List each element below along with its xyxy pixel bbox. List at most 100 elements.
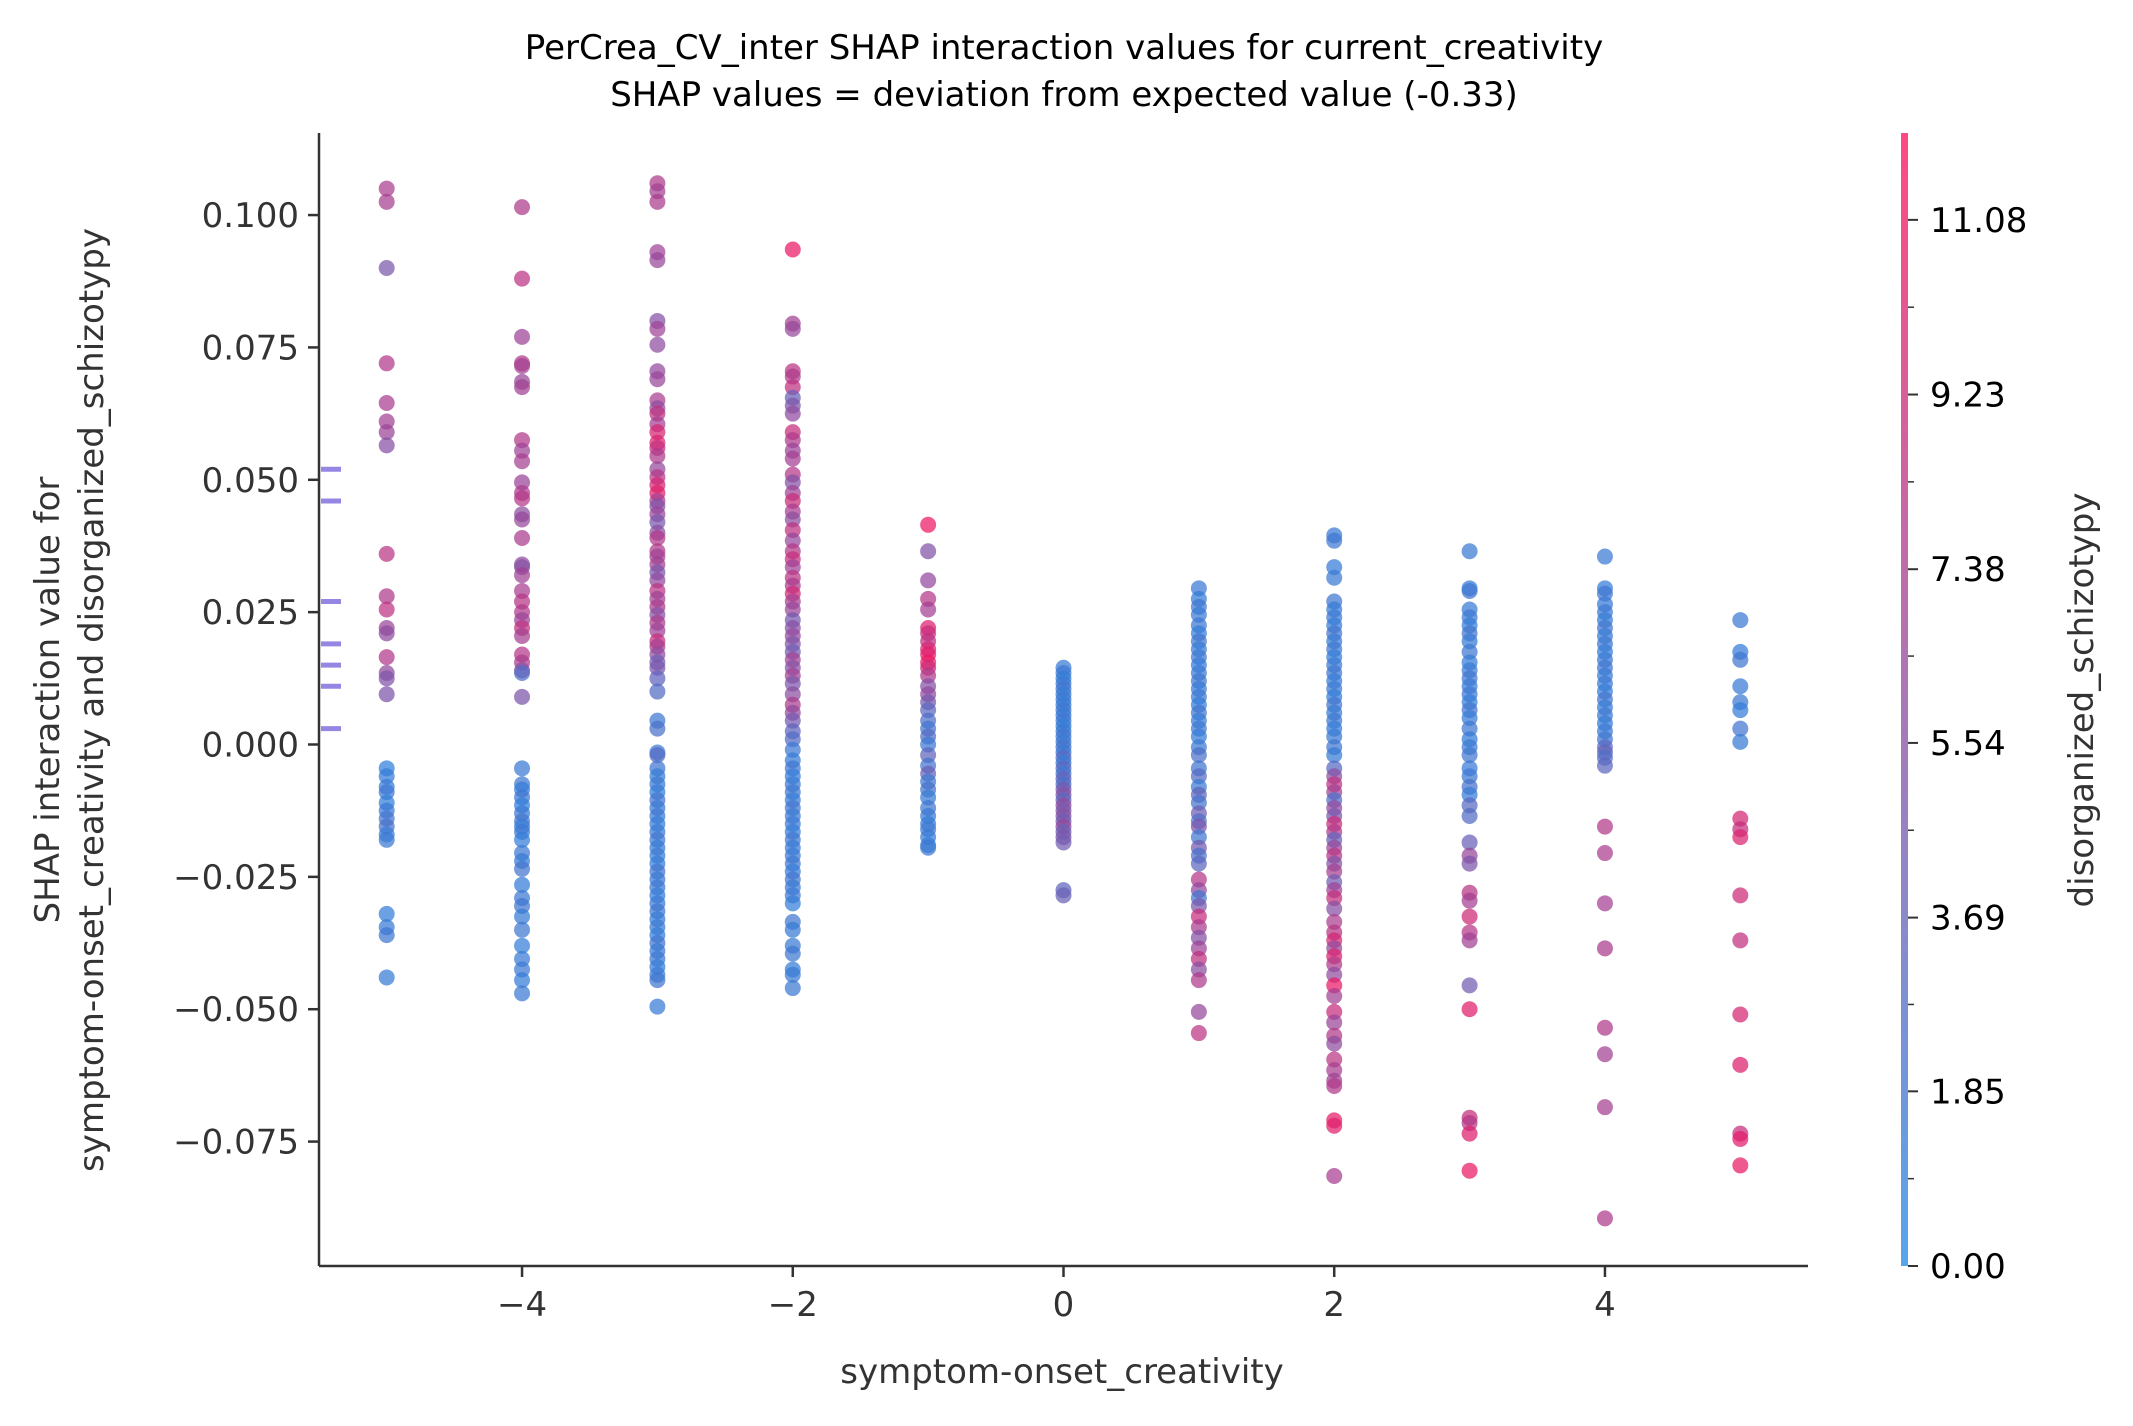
colorbar-label: disorganized_schizotypy: [2062, 493, 2102, 908]
data-point: [649, 683, 666, 700]
data-point: [1596, 548, 1613, 565]
data-point: [1326, 1077, 1343, 1094]
data-point: [1732, 1056, 1749, 1073]
colorbar: [1901, 133, 1908, 1266]
data-point: [1326, 1014, 1343, 1031]
colorbar-ticks: 0.00 1.85 3.69 5.54 7.38 9.23 11.08: [1908, 201, 2027, 1287]
colorbar-tick-label: 5.54: [1930, 724, 2006, 764]
data-point: [649, 252, 666, 269]
x-tick-label: 4: [1594, 1285, 1616, 1325]
data-point: [514, 908, 531, 925]
data-point: [920, 601, 937, 618]
data-point: [649, 720, 666, 737]
data-point: [1732, 1157, 1749, 1174]
data-point: [1461, 977, 1478, 994]
data-point: [514, 688, 531, 705]
y-tick-label: −0.075: [173, 1123, 299, 1163]
data-point: [1461, 908, 1478, 925]
data-point: [784, 921, 801, 938]
data-point: [1732, 702, 1749, 719]
data-point: [1326, 1117, 1343, 1134]
data-point: [784, 945, 801, 962]
data-point: [1190, 855, 1207, 872]
colorbar-tick-label: 11.08: [1930, 201, 2027, 241]
data-point: [1461, 807, 1478, 824]
data-point: [514, 328, 531, 345]
data-point: [1596, 1019, 1613, 1036]
data-point: [1732, 651, 1749, 668]
x-tick-label: 2: [1323, 1285, 1345, 1325]
data-point: [1461, 747, 1478, 764]
data-point: [1326, 532, 1343, 549]
data-point: [1596, 845, 1613, 862]
data-point: [378, 193, 395, 210]
data-point: [649, 447, 666, 464]
data-point: [514, 937, 531, 954]
data-point: [514, 357, 531, 374]
data-point: [1461, 892, 1478, 909]
data-point: [378, 180, 395, 197]
data-point: [1461, 1001, 1478, 1018]
y-tick-label: 0.000: [202, 726, 299, 766]
y-axis-label-line1: SHAP interaction value for: [28, 477, 68, 924]
data-point: [1732, 932, 1749, 949]
data-point: [649, 972, 666, 989]
data-point: [1596, 940, 1613, 957]
data-point: [514, 453, 531, 470]
data-point: [378, 831, 395, 848]
colorbar-tick-label: 9.23: [1930, 376, 2006, 416]
y-tick-label: −0.025: [173, 858, 299, 898]
data-point: [1461, 855, 1478, 872]
data-point: [784, 450, 801, 467]
data-point: [1326, 1167, 1343, 1184]
data-point: [1190, 972, 1207, 989]
data-point: [1190, 1025, 1207, 1042]
data-point: [378, 424, 395, 441]
data-point: [784, 895, 801, 912]
data-point: [378, 670, 395, 687]
data-point: [1461, 1125, 1478, 1142]
data-point: [378, 686, 395, 703]
data-point: [514, 860, 531, 877]
data-point: [378, 260, 395, 277]
data-point: [514, 627, 531, 644]
data-point: [514, 567, 531, 584]
data-point: [1732, 612, 1749, 629]
data-point: [784, 980, 801, 997]
data-point: [1596, 818, 1613, 835]
data-point: [514, 511, 531, 528]
data-point: [378, 969, 395, 986]
chart-title: PerCrea_CV_inter SHAP interaction values…: [525, 28, 1603, 68]
data-point: [1461, 834, 1478, 851]
y-tick-label: 0.025: [202, 593, 299, 633]
data-point: [378, 601, 395, 618]
data-point: [1461, 1162, 1478, 1179]
data-point: [514, 985, 531, 1002]
data-point: [378, 625, 395, 642]
data-point: [649, 747, 666, 764]
data-point: [920, 516, 937, 533]
data-point: [649, 530, 666, 547]
data-point: [1732, 678, 1749, 695]
data-point: [378, 927, 395, 944]
data-point: [784, 241, 801, 258]
data-point: [1326, 569, 1343, 586]
data-point: [514, 530, 531, 547]
data-point: [378, 545, 395, 562]
x-axis-label: symptom-onset_creativity: [840, 1352, 1283, 1392]
data-point: [920, 543, 937, 560]
data-point: [378, 437, 395, 454]
data-point: [514, 972, 531, 989]
data-point: [1190, 1003, 1207, 1020]
x-tick-label: −4: [497, 1285, 547, 1325]
data-point: [1461, 543, 1478, 560]
data-point: [1732, 733, 1749, 750]
data-point: [649, 670, 666, 687]
data-point: [1596, 1210, 1613, 1227]
data-point: [649, 998, 666, 1015]
data-point: [378, 588, 395, 605]
data-point: [1732, 1130, 1749, 1147]
data-point: [1596, 1099, 1613, 1116]
data-point: [1732, 1006, 1749, 1023]
